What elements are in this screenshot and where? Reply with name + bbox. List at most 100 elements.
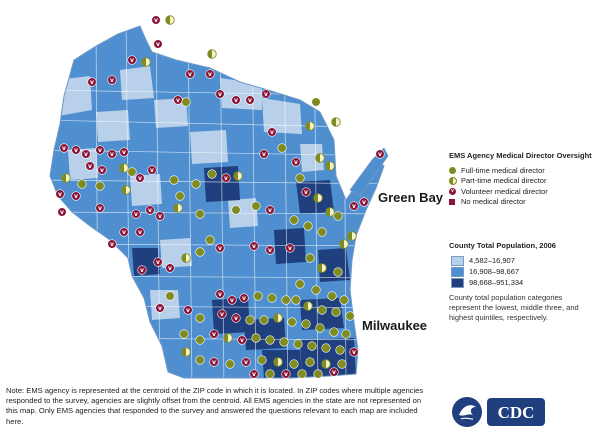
agency-marker-full-time [179,329,189,339]
agency-marker-part-time [121,185,131,195]
agency-marker-volunteer: v [131,209,141,219]
pop-low-swatch [451,255,464,266]
agency-marker-volunteer: v [349,347,359,357]
agency-marker-full-time [265,369,275,379]
agency-marker-volunteer: v [107,75,117,85]
agency-marker-part-time [313,193,323,203]
agency-marker-full-time [289,359,299,369]
agency-marker-volunteer: v [359,197,369,207]
svg-text:v: v [90,79,94,86]
agency-marker-volunteer: v [259,149,269,159]
agency-marker-volunteer: v [237,335,247,345]
agency-marker-part-time [331,117,341,127]
agency-marker-full-time [339,295,349,305]
agency-marker-full-time [267,293,277,303]
agency-marker-part-time [181,253,191,263]
agency-marker-full-time [231,205,241,215]
agency-marker-full-time [333,211,343,221]
agency-marker-full-time [295,279,305,289]
svg-text:v: v [168,265,172,272]
agency-marker-volunteer: v [97,165,107,175]
agency-marker-volunteer: v [155,211,165,221]
agency-marker-full-time [181,97,191,107]
legend-label-full-time: Full-time medical director [461,165,545,175]
legend-item-pop-high: 98,668–951,334 [451,277,597,288]
agency-marker-full-time [341,329,351,339]
legend-item-volunteer: v Volunteer medical director [449,186,597,196]
legend-label-part-time: Part-time medical director [461,176,547,185]
agency-marker-volunteer: v [165,263,175,273]
svg-text:v: v [268,207,272,214]
agency-marker-volunteer: v [57,207,67,217]
agency-marker-part-time [181,347,191,357]
agency-marker-volunteer: v [375,149,385,159]
agency-marker-volunteer: v [261,89,271,99]
agency-marker-full-time [313,369,323,379]
legend-label-pop-mid: 16,908–98,667 [469,267,520,276]
agency-marker-part-time [325,207,335,217]
agency-marker-full-time [317,227,327,237]
agency-marker-part-time [61,173,71,183]
agency-marker-part-time [207,49,217,59]
agency-marker-full-time [95,181,105,191]
legend-item-pop-low: 4,582–16,907 [451,255,597,266]
agency-marker-full-time [329,327,339,337]
volunteer-v-dot-icon: v [449,187,456,195]
agency-marker-volunteer: v [183,305,193,315]
agency-marker-full-time [297,369,307,379]
population-legend: County Total Population, 2006 4,582–16,9… [449,241,597,323]
agency-marker-full-time [307,341,317,351]
agency-marker-full-time [195,335,205,345]
population-legend-note: County total population categories repre… [449,293,579,322]
agency-marker-volunteer: v [239,293,249,303]
map-note: Note: EMS agency is represented at the c… [6,386,424,426]
agency-marker-full-time [293,339,303,349]
agency-marker-part-time [119,163,129,173]
svg-text:v: v [234,315,238,322]
agency-marker-part-time [141,57,151,67]
pop-mid-swatch [451,266,464,277]
agency-marker-full-time [311,97,321,107]
agency-marker-volunteer: v [267,127,277,137]
svg-text:v: v [158,305,162,312]
svg-text:v: v [100,167,104,174]
svg-text:v: v [158,213,162,220]
svg-text:v: v [62,145,66,152]
agency-marker-full-time [191,179,201,189]
agency-marker-full-time [195,247,205,257]
agency-marker-volunteer: v [241,357,251,367]
agency-marker-full-time [251,201,261,211]
director-oversight-legend: EMS Agency Medical Director Oversight Fu… [449,151,597,207]
agency-marker-part-time [321,359,331,369]
agency-marker-full-time [77,179,87,189]
svg-text:v: v [58,191,62,198]
agency-marker-full-time [327,291,337,301]
agency-marker-volunteer: v [245,95,255,105]
svg-text:v: v [230,297,234,304]
legend-label-pop-low: 4,582–16,907 [469,256,515,265]
agency-marker-full-time [169,175,179,185]
svg-text:v: v [378,151,382,158]
agency-marker-part-time [347,231,357,241]
svg-text:v: v [84,151,88,158]
agency-marker-volunteer: v [215,89,225,99]
agency-marker-part-time [305,121,315,131]
agency-marker-volunteer: v [217,309,227,319]
agency-marker-volunteer: v [185,69,195,79]
agency-marker-full-time [195,209,205,219]
svg-text:v: v [74,193,78,200]
agency-marker-volunteer: v [227,295,237,305]
agency-marker-part-time [339,239,349,249]
agency-marker-volunteer: v [205,69,215,79]
agency-marker-volunteer: v [119,227,129,237]
agency-marker-volunteer: v [95,203,105,213]
agency-marker-volunteer: v [119,147,129,157]
svg-text:v: v [240,337,244,344]
agency-marker-volunteer: v [127,55,137,65]
agency-marker-full-time [311,285,321,295]
legend-label-volunteer: Volunteer medical director [461,186,548,196]
agency-marker-full-time [253,291,263,301]
agency-marker-part-time [273,313,283,323]
svg-text:v: v [294,159,298,166]
